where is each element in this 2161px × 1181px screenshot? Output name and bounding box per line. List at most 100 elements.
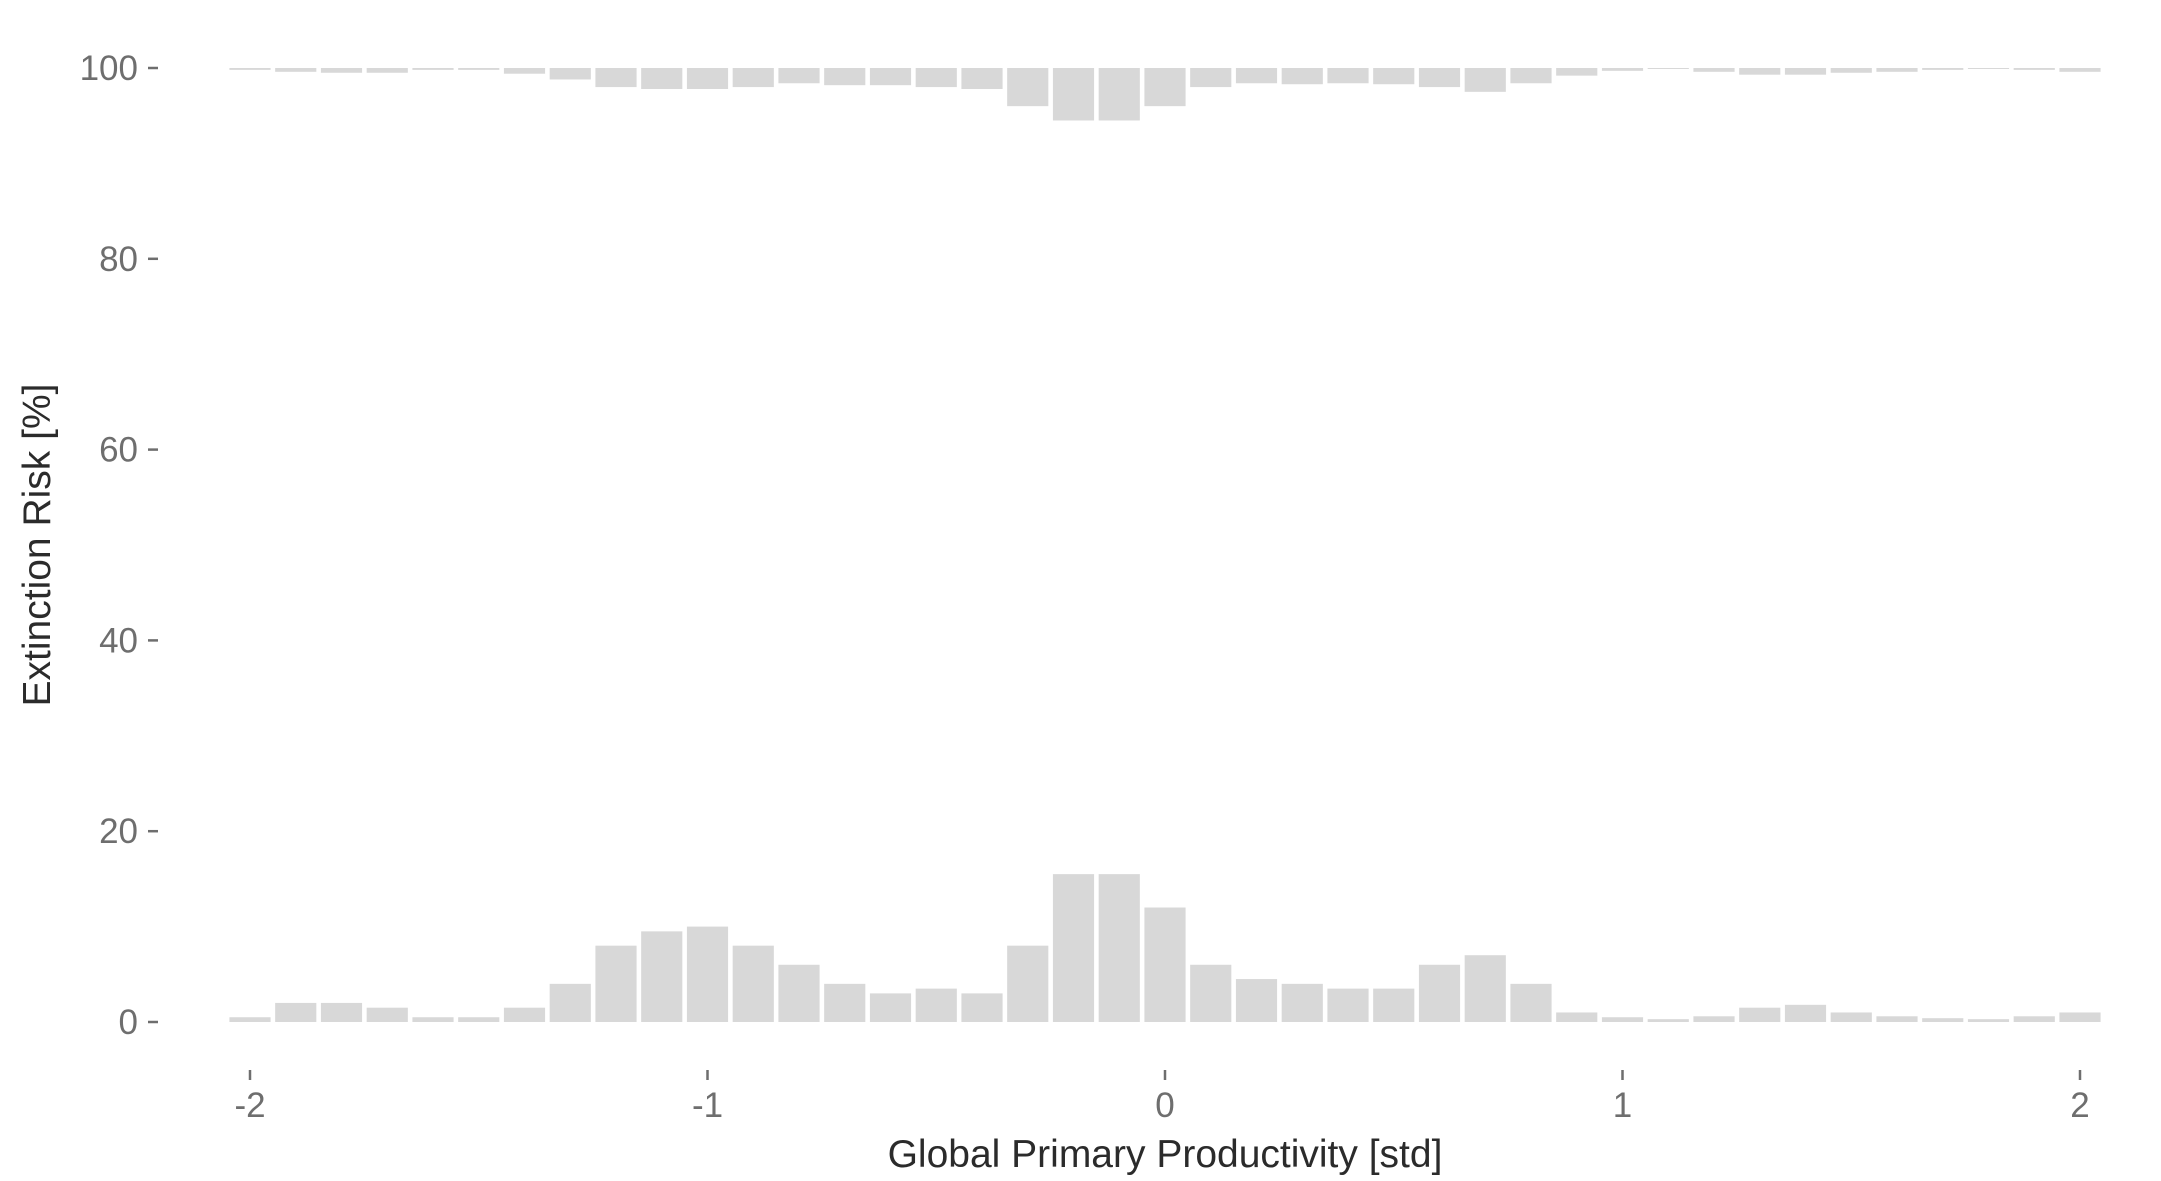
upper-bar: [1373, 68, 1415, 85]
upper-bar: [1007, 68, 1049, 107]
lower-bar: [366, 1007, 408, 1022]
x-axis-title: Global Primary Productivity [std]: [888, 1133, 1443, 1176]
upper-bar: [778, 68, 820, 84]
upper-bar: [1647, 68, 1689, 69]
upper-bar: [2059, 68, 2101, 72]
lower-bar: [1144, 907, 1186, 1022]
x-tick-label: 1: [1613, 1086, 1632, 1125]
x-tick-label: 0: [1155, 1086, 1174, 1125]
lower-bar: [595, 945, 637, 1022]
upper-bar: [1510, 68, 1552, 84]
lower-bar: [686, 926, 729, 1022]
upper-bar: [869, 68, 912, 86]
lower-bar: [229, 1017, 271, 1022]
y-axis: 0 20 40 60 80 100: [80, 49, 158, 1042]
lower-bar: [503, 1007, 546, 1022]
upper-bar: [824, 68, 866, 86]
upper-bars-group: [229, 68, 2101, 121]
upper-bar: [1190, 68, 1232, 88]
lower-bar: [1967, 1019, 2010, 1022]
upper-bar: [1830, 68, 1872, 73]
lower-bar: [1830, 1012, 1872, 1022]
x-tick-label: -2: [234, 1086, 265, 1125]
upper-bar: [412, 68, 454, 70]
lower-bar: [1373, 988, 1415, 1022]
upper-bar: [915, 68, 957, 88]
upper-bar: [1098, 68, 1140, 121]
lower-bar: [1464, 955, 1506, 1022]
lower-bar: [549, 983, 591, 1022]
lower-bars-group: [229, 874, 2101, 1022]
y-tick-label: 60: [99, 431, 138, 470]
upper-bar: [732, 68, 774, 88]
lower-bar: [1510, 983, 1552, 1022]
lower-bar: [1190, 964, 1232, 1022]
lower-bar: [2013, 1016, 2055, 1022]
upper-bar: [641, 68, 683, 89]
lower-bar: [1418, 964, 1461, 1022]
upper-bar: [1693, 68, 1735, 72]
upper-bar: [1052, 68, 1095, 121]
upper-bar: [1967, 68, 2010, 69]
upper-bar: [1418, 68, 1461, 88]
upper-bar: [229, 68, 271, 70]
upper-bar: [1144, 68, 1186, 107]
upper-bar: [1876, 68, 1918, 72]
upper-bar: [366, 68, 408, 73]
lower-bar: [1876, 1016, 1918, 1022]
lower-bar: [732, 945, 774, 1022]
upper-bar: [686, 68, 729, 89]
y-tick-label: 20: [99, 812, 138, 851]
lower-bar: [1235, 979, 1278, 1022]
y-tick-label: 0: [119, 1003, 138, 1042]
lower-bar: [1281, 983, 1323, 1022]
upper-bar: [275, 68, 317, 72]
lower-bar: [2059, 1012, 2101, 1022]
lower-bar: [1052, 874, 1095, 1022]
lower-bar: [824, 983, 866, 1022]
upper-bar: [1922, 68, 1964, 70]
lower-bar: [275, 1002, 317, 1022]
upper-bar: [1281, 68, 1323, 85]
lower-bar: [869, 993, 912, 1022]
upper-bar: [1601, 68, 1644, 71]
lower-bar: [1327, 988, 1369, 1022]
lower-bar: [1556, 1012, 1598, 1022]
upper-bar: [1235, 68, 1278, 84]
y-tick-label: 80: [99, 240, 138, 279]
lower-bar: [1601, 1017, 1644, 1022]
lower-bar: [458, 1017, 500, 1022]
lower-bar: [641, 931, 683, 1022]
upper-bar: [1556, 68, 1598, 76]
upper-bar: [1739, 68, 1781, 75]
lower-bar: [412, 1017, 454, 1022]
lower-bar: [778, 964, 820, 1022]
upper-bar: [503, 68, 546, 74]
upper-bar: [2013, 68, 2055, 70]
lower-bar: [320, 1002, 363, 1022]
lower-bar: [961, 993, 1003, 1022]
x-tick-label: 2: [2070, 1086, 2089, 1125]
upper-bar: [1327, 68, 1369, 84]
lower-bar: [1098, 874, 1140, 1022]
lower-bar: [915, 988, 957, 1022]
x-tick-label: -1: [692, 1086, 723, 1125]
lower-bar: [1007, 945, 1049, 1022]
y-axis-title: Extinction Risk [%]: [16, 384, 59, 707]
lower-bar: [1922, 1018, 1964, 1022]
upper-bar: [1784, 68, 1827, 75]
lower-bar: [1647, 1019, 1689, 1022]
y-tick-label: 100: [80, 49, 138, 88]
upper-bar: [1464, 68, 1506, 92]
x-axis: -2 -1 0 1 2: [234, 1070, 2090, 1125]
lower-bar: [1739, 1007, 1781, 1022]
lower-bar: [1693, 1016, 1735, 1022]
upper-bar: [458, 68, 500, 70]
upper-bar: [595, 68, 637, 88]
upper-bar: [549, 68, 591, 80]
upper-bar: [961, 68, 1003, 89]
lower-bar: [1784, 1004, 1827, 1022]
upper-bar: [320, 68, 363, 73]
y-tick-label: 40: [99, 621, 138, 660]
